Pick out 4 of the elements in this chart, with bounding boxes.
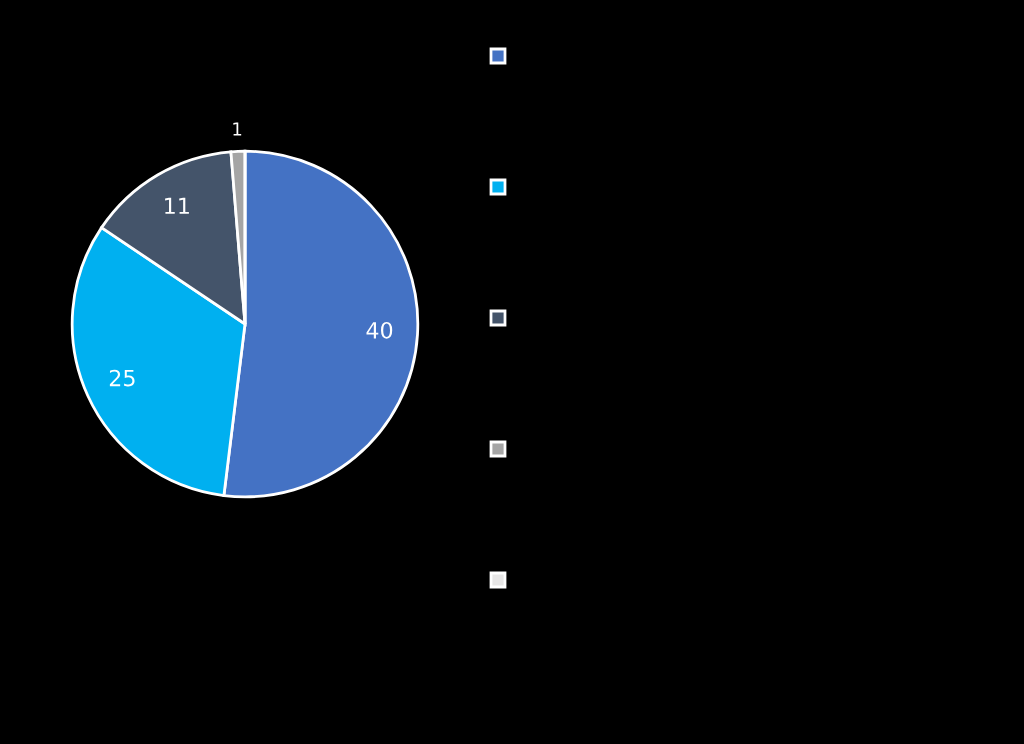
data-label: 40	[366, 321, 393, 339]
data-label: 11	[165, 197, 189, 214]
data-label: 25	[109, 369, 135, 387]
data-label: 1	[233, 122, 242, 136]
